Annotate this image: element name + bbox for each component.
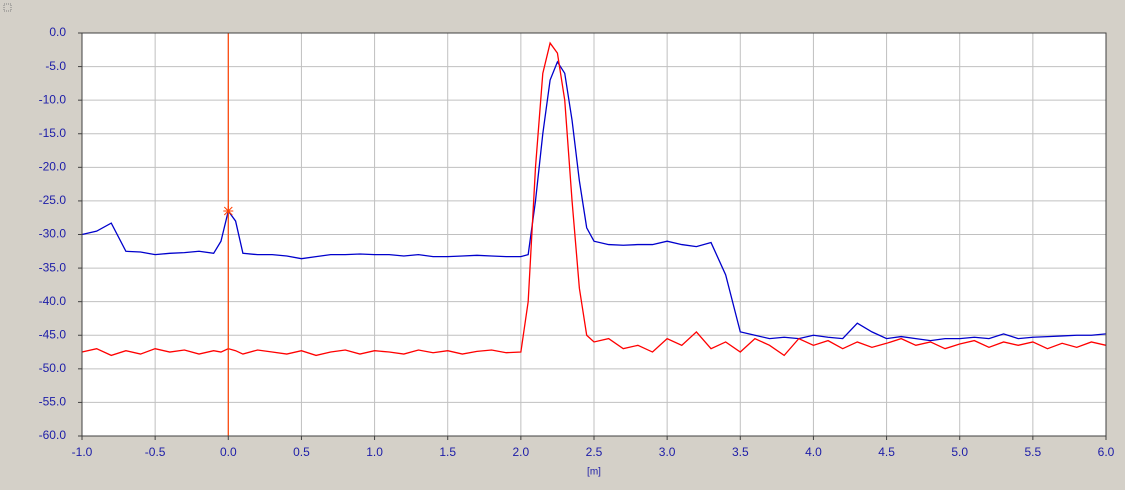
series-line [81,60,1107,342]
y-tick-label: -55.0 [39,395,67,409]
y-tick-label: -35.0 [39,260,67,274]
y-tick-label: -40.0 [39,294,67,308]
y-tick-label: 0.0 [49,25,66,39]
x-tick-label: 4.5 [878,445,895,459]
x-axis-label: [m] [587,467,601,478]
x-tick-label: 6.0 [1098,445,1115,459]
y-tick-label: -60.0 [39,428,67,442]
x-tick-label: 3.0 [659,445,676,459]
x-tick-label: 0.0 [220,445,237,459]
x-tick-label: 0.5 [293,445,310,459]
x-tick-label: 1.5 [439,445,456,459]
y-tick-label: -25.0 [39,193,67,207]
y-tick-label: -15.0 [39,126,67,140]
series-line [81,41,1107,357]
x-tick-label: -1.0 [72,445,93,459]
marks [81,33,1107,436]
y-tick-label: -10.0 [39,92,67,106]
x-tick-label: 4.0 [805,445,822,459]
x-tick-label: 5.5 [1025,445,1042,459]
x-tick-label: 3.5 [732,445,749,459]
x-tick-label: 2.5 [586,445,603,459]
x-tick-label: -0.5 [145,445,166,459]
corner-icon [3,3,12,12]
y-tick-label: -45.0 [39,327,67,341]
y-tick-label: -50.0 [39,361,67,375]
y-tick-label: -5.0 [45,59,66,73]
cursor-marker [223,205,234,216]
x-tick-label: 5.0 [951,445,968,459]
y-tick-label: -30.0 [39,227,67,241]
y-tick-label: -20.0 [39,160,67,174]
x-tick-label: 1.0 [366,445,383,459]
x-tick-label: 2.0 [513,445,530,459]
grid [81,32,1107,437]
